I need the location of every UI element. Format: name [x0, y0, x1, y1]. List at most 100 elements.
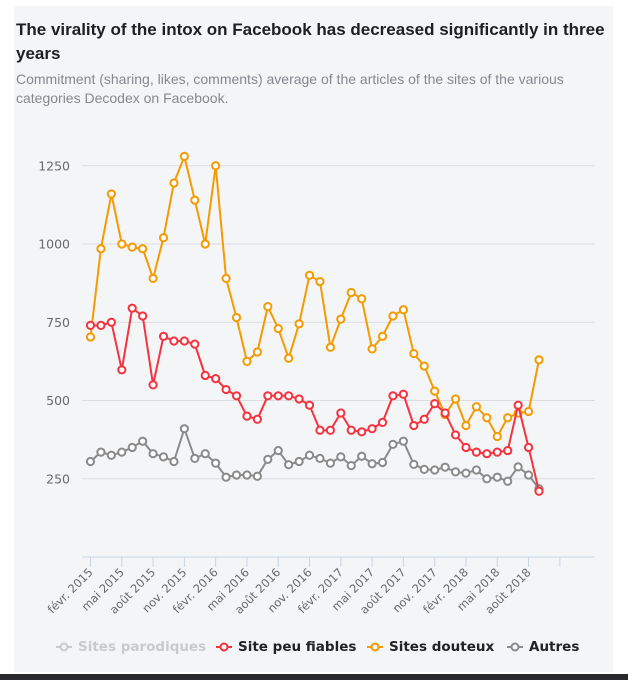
data-point — [450, 467, 461, 477]
data-point — [503, 413, 513, 423]
data-point — [169, 178, 179, 188]
data-point — [430, 399, 440, 409]
data-point — [492, 431, 502, 442]
data-point — [211, 458, 221, 468]
chart-subtitle: Commitment (sharing, likes, comments) av… — [16, 71, 564, 106]
data-point — [96, 447, 106, 457]
series-autres — [85, 424, 544, 494]
data-point — [377, 417, 388, 428]
data-point — [513, 462, 523, 472]
legend-item-sites-douteux[interactable]: Sites douteux — [367, 636, 494, 658]
data-point — [325, 342, 335, 352]
data-point — [106, 189, 116, 199]
data-point — [409, 459, 419, 469]
data-point — [357, 451, 367, 461]
data-point — [315, 276, 325, 287]
data-point — [158, 331, 169, 341]
legend-label: Sites parodiques — [78, 639, 207, 655]
data-point — [304, 400, 315, 410]
data-point — [430, 386, 440, 396]
data-point — [117, 365, 127, 375]
data-point — [106, 450, 116, 460]
y-axis-labels: 250 500 750 1000 1250 — [38, 158, 70, 486]
data-point — [96, 244, 106, 254]
data-point — [450, 394, 461, 404]
data-point — [252, 414, 262, 424]
data-point — [419, 361, 429, 371]
data-point — [273, 323, 283, 334]
data-point — [231, 391, 242, 401]
legend-marker-icon — [367, 642, 383, 652]
data-point — [127, 442, 137, 453]
legend-marker-icon — [56, 642, 72, 652]
data-point — [367, 344, 377, 354]
data-point — [169, 336, 179, 346]
data-point — [357, 294, 367, 304]
data-point — [127, 303, 137, 313]
data-point — [263, 391, 273, 401]
data-point — [388, 311, 398, 321]
data-point — [252, 347, 262, 357]
data-point — [179, 336, 189, 346]
y-tick-label: 1000 — [38, 237, 70, 252]
data-point — [315, 425, 325, 435]
data-point — [346, 461, 356, 471]
y-tick-label: 250 — [46, 471, 70, 486]
series-line — [89, 155, 540, 438]
data-point — [284, 460, 294, 470]
chart-card — [14, 6, 613, 672]
data-point — [211, 161, 221, 171]
legend-item-autres[interactable]: Autres — [507, 636, 579, 658]
data-point — [398, 436, 408, 446]
data-point — [211, 373, 221, 384]
data-point — [409, 420, 419, 431]
data-point — [440, 462, 450, 472]
data-point — [294, 394, 304, 404]
data-point — [190, 195, 200, 205]
data-point — [200, 239, 210, 249]
data-point — [430, 465, 440, 475]
data-point — [523, 470, 534, 480]
data-point — [190, 339, 200, 349]
data-point — [85, 320, 96, 330]
data-point — [336, 314, 346, 324]
data-point — [85, 332, 96, 342]
data-point — [325, 458, 335, 468]
data-point — [357, 427, 367, 437]
data-point — [534, 355, 544, 365]
data-point — [284, 353, 294, 363]
data-point — [190, 453, 200, 464]
data-point — [221, 472, 231, 482]
data-point — [440, 408, 450, 418]
data-point — [482, 413, 492, 423]
legend-item-site-peu-fiables[interactable]: Site peu fiables — [216, 636, 356, 658]
data-point — [482, 474, 492, 484]
data-point — [534, 486, 544, 496]
data-point — [461, 442, 471, 453]
data-point — [273, 391, 283, 401]
legend-label: Sites douteux — [389, 639, 495, 655]
data-point — [294, 456, 304, 467]
y-tick-label: 750 — [46, 315, 70, 330]
data-point — [346, 425, 356, 435]
data-point — [377, 457, 388, 468]
data-point — [398, 389, 408, 399]
data-point — [263, 302, 273, 312]
y-tick-label: 500 — [46, 393, 70, 408]
series-line — [90, 307, 540, 492]
data-point — [513, 400, 523, 410]
legend-marker-icon — [216, 642, 232, 652]
data-point — [461, 420, 471, 431]
legend-item-sites-parodiques[interactable]: Sites parodiques — [56, 636, 206, 658]
data-point — [127, 242, 137, 252]
data-point — [158, 452, 169, 462]
data-point — [523, 406, 534, 417]
data-point — [492, 472, 502, 482]
data-point — [471, 447, 482, 457]
data-point — [231, 470, 242, 480]
data-point — [158, 233, 169, 243]
data-point — [169, 456, 179, 467]
data-point — [117, 239, 127, 249]
data-point — [419, 414, 429, 424]
data-point — [252, 471, 262, 481]
